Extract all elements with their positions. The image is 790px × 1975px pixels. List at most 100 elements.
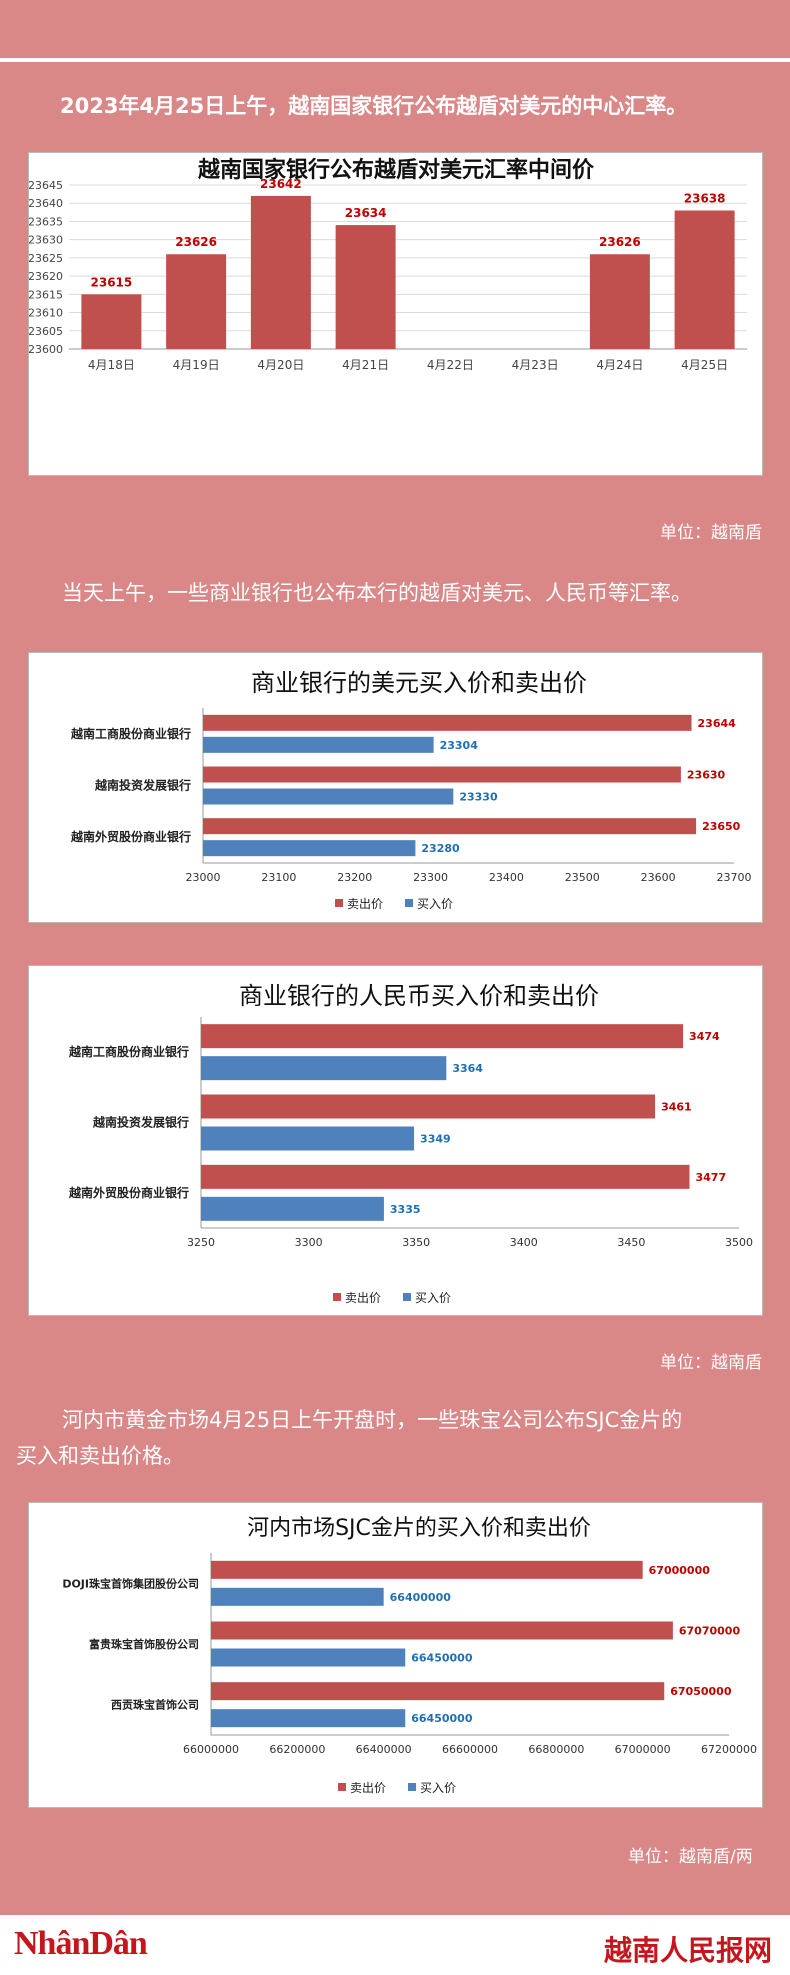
nhandan-logo[interactable]: NhânDân bbox=[14, 1925, 148, 1962]
category-label: 越南投资发展银行 bbox=[94, 778, 191, 793]
unit-label-3: 单位：越南盾/两 bbox=[628, 1847, 753, 1867]
x-tick-label: 4月25日 bbox=[681, 358, 728, 372]
x-tick-label: 23700 bbox=[717, 871, 752, 884]
y-tick-label: 23645 bbox=[29, 179, 63, 192]
x-tick-label: 23600 bbox=[641, 871, 676, 884]
x-tick-label: 23500 bbox=[565, 871, 600, 884]
x-tick-label: 3500 bbox=[725, 1236, 753, 1249]
buy-bar bbox=[201, 1126, 415, 1151]
legend-swatch-buy bbox=[408, 1783, 416, 1791]
x-tick-label: 4月21日 bbox=[342, 358, 389, 372]
sjc-gold-chart: 河内市场SJC金片的买入价和卖出价 66000000 66200000 6640000… bbox=[28, 1502, 763, 1808]
sell-bar bbox=[211, 1560, 643, 1579]
commercial-banks-text: 当天上午，一些商业银行也公布本行的越盾对美元、人民币等汇率。 bbox=[62, 581, 692, 605]
sell-bar bbox=[201, 1024, 684, 1049]
sell-bar bbox=[211, 1621, 673, 1640]
sell-bar bbox=[201, 1164, 690, 1189]
bar bbox=[335, 225, 396, 349]
bar bbox=[589, 254, 650, 349]
x-tick-label: 23000 bbox=[186, 871, 221, 884]
legend-swatch-buy bbox=[405, 899, 413, 907]
unit-label-2: 单位：越南盾 bbox=[660, 1353, 762, 1373]
chart-title: 商业银行的人民币买入价和卖出价 bbox=[239, 982, 599, 1010]
legend-label-sell: 卖出价 bbox=[350, 1781, 386, 1795]
data-label: 23650 bbox=[702, 820, 741, 833]
data-label: 3461 bbox=[661, 1101, 692, 1114]
y-tick-label: 23630 bbox=[29, 234, 63, 247]
x-tick-label: 67000000 bbox=[615, 1743, 671, 1756]
data-label: 23638 bbox=[684, 192, 726, 206]
category-label: 越南投资发展银行 bbox=[92, 1115, 189, 1130]
x-tick-label: 66200000 bbox=[269, 1743, 325, 1756]
site-logo[interactable]: 越南人民报网 bbox=[603, 1934, 772, 1967]
sjc-gold-chart-svg: 河内市场SJC金片的买入价和卖出价 66000000 66200000 6640000… bbox=[62, 1516, 757, 1795]
sell-bar bbox=[203, 766, 681, 783]
x-tick-label: 4月23日 bbox=[512, 358, 559, 372]
y-tick-label: 23625 bbox=[29, 252, 63, 265]
data-label: 23630 bbox=[687, 769, 726, 782]
buy-bar bbox=[203, 736, 434, 753]
legend-label-buy: 买入价 bbox=[417, 897, 453, 911]
data-label: 66400000 bbox=[390, 1591, 452, 1604]
data-label: 23634 bbox=[345, 206, 387, 220]
usd-rates-chart: 商业银行的美元买入价和卖出价 23000 23100 23200 23300 23400 2… bbox=[28, 652, 763, 923]
data-label: 67070000 bbox=[679, 1625, 741, 1638]
y-tick-label: 23635 bbox=[29, 215, 63, 228]
x-tick-label: 66000000 bbox=[183, 1743, 239, 1756]
intro-text: 2023年4月25日上午，越南国家银行公布越盾对美元的中心汇率。 bbox=[60, 94, 688, 118]
data-label: 23615 bbox=[91, 275, 133, 289]
legend-label-buy: 买入价 bbox=[415, 1291, 451, 1305]
y-tick-label: 23610 bbox=[29, 307, 63, 320]
x-tick-label: 23400 bbox=[489, 871, 524, 884]
x-tick-label: 23100 bbox=[261, 871, 296, 884]
data-label: 67000000 bbox=[649, 1564, 711, 1577]
category-label: 西贡珠宝首饰公司 bbox=[111, 1698, 199, 1712]
central-rate-chart: 越南国家银行公布越盾对美元汇率中间价 23600 23605 23610 23615 23… bbox=[28, 152, 763, 476]
buy-bar bbox=[201, 1056, 447, 1081]
central-rate-chart-svg: 越南国家银行公布越盾对美元汇率中间价 23600 23605 23610 23615 23… bbox=[29, 157, 747, 372]
data-label: 23644 bbox=[698, 717, 737, 730]
legend-label-sell: 卖出价 bbox=[347, 897, 383, 911]
data-label: 3335 bbox=[390, 1203, 421, 1216]
x-tick-label: 3350 bbox=[402, 1236, 430, 1249]
category-label: 越南外贸股份商业银行 bbox=[70, 829, 191, 844]
category-label: 越南外贸股份商业银行 bbox=[68, 1185, 189, 1200]
data-label: 23642 bbox=[260, 177, 302, 191]
category-label: 越南工商股份商业银行 bbox=[68, 1044, 189, 1059]
x-tick-label: 66400000 bbox=[356, 1743, 412, 1756]
chart-title: 河内市场SJC金片的买入价和卖出价 bbox=[247, 1516, 591, 1541]
bar bbox=[166, 254, 227, 349]
unit-label-1: 单位：越南盾 bbox=[660, 523, 762, 543]
chart-title: 越南国家银行公布越盾对美元汇率中间价 bbox=[197, 157, 595, 183]
x-tick-label: 4月20日 bbox=[257, 358, 304, 372]
x-tick-label: 3450 bbox=[617, 1236, 645, 1249]
x-tick-label: 4月22日 bbox=[427, 358, 474, 372]
gold-market-text-2: 买入和卖出价格。 bbox=[16, 1444, 184, 1468]
legend-swatch-buy bbox=[403, 1293, 411, 1301]
x-tick-label: 67200000 bbox=[701, 1743, 757, 1756]
buy-bar bbox=[211, 1648, 406, 1667]
data-label: 23304 bbox=[440, 739, 479, 752]
y-tick-label: 23615 bbox=[29, 288, 63, 301]
y-tick-label: 23605 bbox=[29, 325, 63, 338]
chart-title: 商业银行的美元买入价和卖出价 bbox=[251, 669, 587, 697]
x-tick-label: 4月24日 bbox=[596, 358, 643, 372]
x-tick-label: 3250 bbox=[187, 1236, 215, 1249]
buy-bar bbox=[211, 1709, 406, 1728]
x-tick-label: 23200 bbox=[337, 871, 372, 884]
x-tick-label: 3400 bbox=[510, 1236, 538, 1249]
y-tick-label: 23640 bbox=[29, 197, 63, 210]
data-label: 66450000 bbox=[411, 1712, 473, 1725]
data-label: 23626 bbox=[175, 235, 217, 249]
sell-bar bbox=[211, 1682, 665, 1701]
data-label: 3474 bbox=[689, 1030, 720, 1043]
data-label: 23280 bbox=[421, 842, 460, 855]
data-label: 23626 bbox=[599, 235, 641, 249]
x-tick-label: 23300 bbox=[413, 871, 448, 884]
sell-bar bbox=[201, 1094, 656, 1119]
usd-rates-chart-svg: 商业银行的美元买入价和卖出价 23000 23100 23200 23300 23400 2… bbox=[70, 669, 752, 911]
bar bbox=[674, 210, 735, 349]
footer-bar: NhânDân 越南人民报网 bbox=[0, 1915, 790, 1975]
legend-label-sell: 卖出价 bbox=[345, 1291, 381, 1305]
y-tick-label: 23600 bbox=[29, 343, 63, 356]
